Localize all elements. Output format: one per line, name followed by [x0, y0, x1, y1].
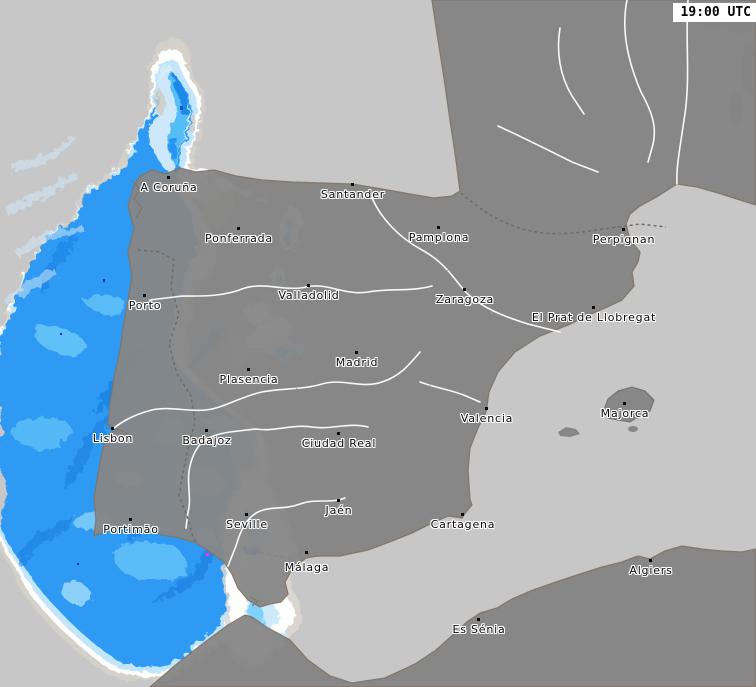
island-ibiza	[558, 427, 580, 437]
city-label: Málaga	[284, 561, 330, 574]
city-label: Pamplona	[408, 231, 470, 244]
city-dot-icon	[463, 288, 466, 291]
city-dot-icon	[111, 427, 114, 430]
city-dot-icon	[592, 306, 595, 309]
city-dot-icon	[205, 429, 208, 432]
city-label: Santander	[320, 188, 386, 201]
city-dot-icon	[649, 559, 652, 562]
city-label: Porto	[128, 299, 162, 312]
coastlines	[93, 0, 756, 687]
city-label: Ponferrada	[205, 232, 273, 245]
city-dot-icon	[337, 499, 340, 502]
city-label: Lisbon	[92, 432, 134, 445]
timestamp-badge: 19:00 UTC	[672, 3, 756, 22]
city-label: Es Sénia	[452, 623, 506, 636]
city-dot-icon	[622, 228, 625, 231]
city-dot-icon	[337, 432, 340, 435]
city-dot-icon	[307, 284, 310, 287]
national-borders	[137, 192, 667, 544]
island-cabrera	[628, 426, 638, 432]
city-label: A Coruña	[140, 181, 198, 194]
city-label: Cartagena	[430, 518, 496, 531]
city-label: Zaragoza	[435, 293, 495, 306]
city-label: Portimão	[103, 523, 159, 536]
city-dot-icon	[351, 183, 354, 186]
city-dot-icon	[245, 513, 248, 516]
city-label: Majorca	[600, 407, 650, 420]
city-dot-icon	[477, 618, 480, 621]
rivers	[113, 0, 689, 567]
city-label: Algiers	[629, 564, 673, 577]
city-dot-icon	[129, 518, 132, 521]
city-dot-icon	[623, 402, 626, 405]
city-dot-icon	[247, 368, 250, 371]
island-majorca	[602, 386, 655, 423]
city-dot-icon	[437, 226, 440, 229]
city-label: Valladolid	[278, 289, 340, 302]
city-label: Jaén	[325, 504, 353, 517]
city-label: El Prat de Llobregat	[531, 311, 657, 324]
regional-borders	[162, 170, 561, 483]
city-dot-icon	[461, 513, 464, 516]
city-label: Ciudad Real	[301, 437, 377, 450]
city-dot-icon	[485, 407, 488, 410]
city-label: Badajoz	[182, 434, 232, 447]
city-label: Perpignan	[592, 233, 656, 246]
city-dot-icon	[143, 294, 146, 297]
city-dot-icon	[237, 227, 240, 230]
city-dot-icon	[305, 551, 308, 554]
city-label: Plasencia	[219, 373, 279, 386]
city-label: Valencia	[460, 412, 514, 425]
city-label: Seville	[226, 518, 268, 531]
city-dot-icon	[355, 351, 358, 354]
city-dot-icon	[167, 176, 170, 179]
city-label: Madrid	[335, 356, 379, 369]
